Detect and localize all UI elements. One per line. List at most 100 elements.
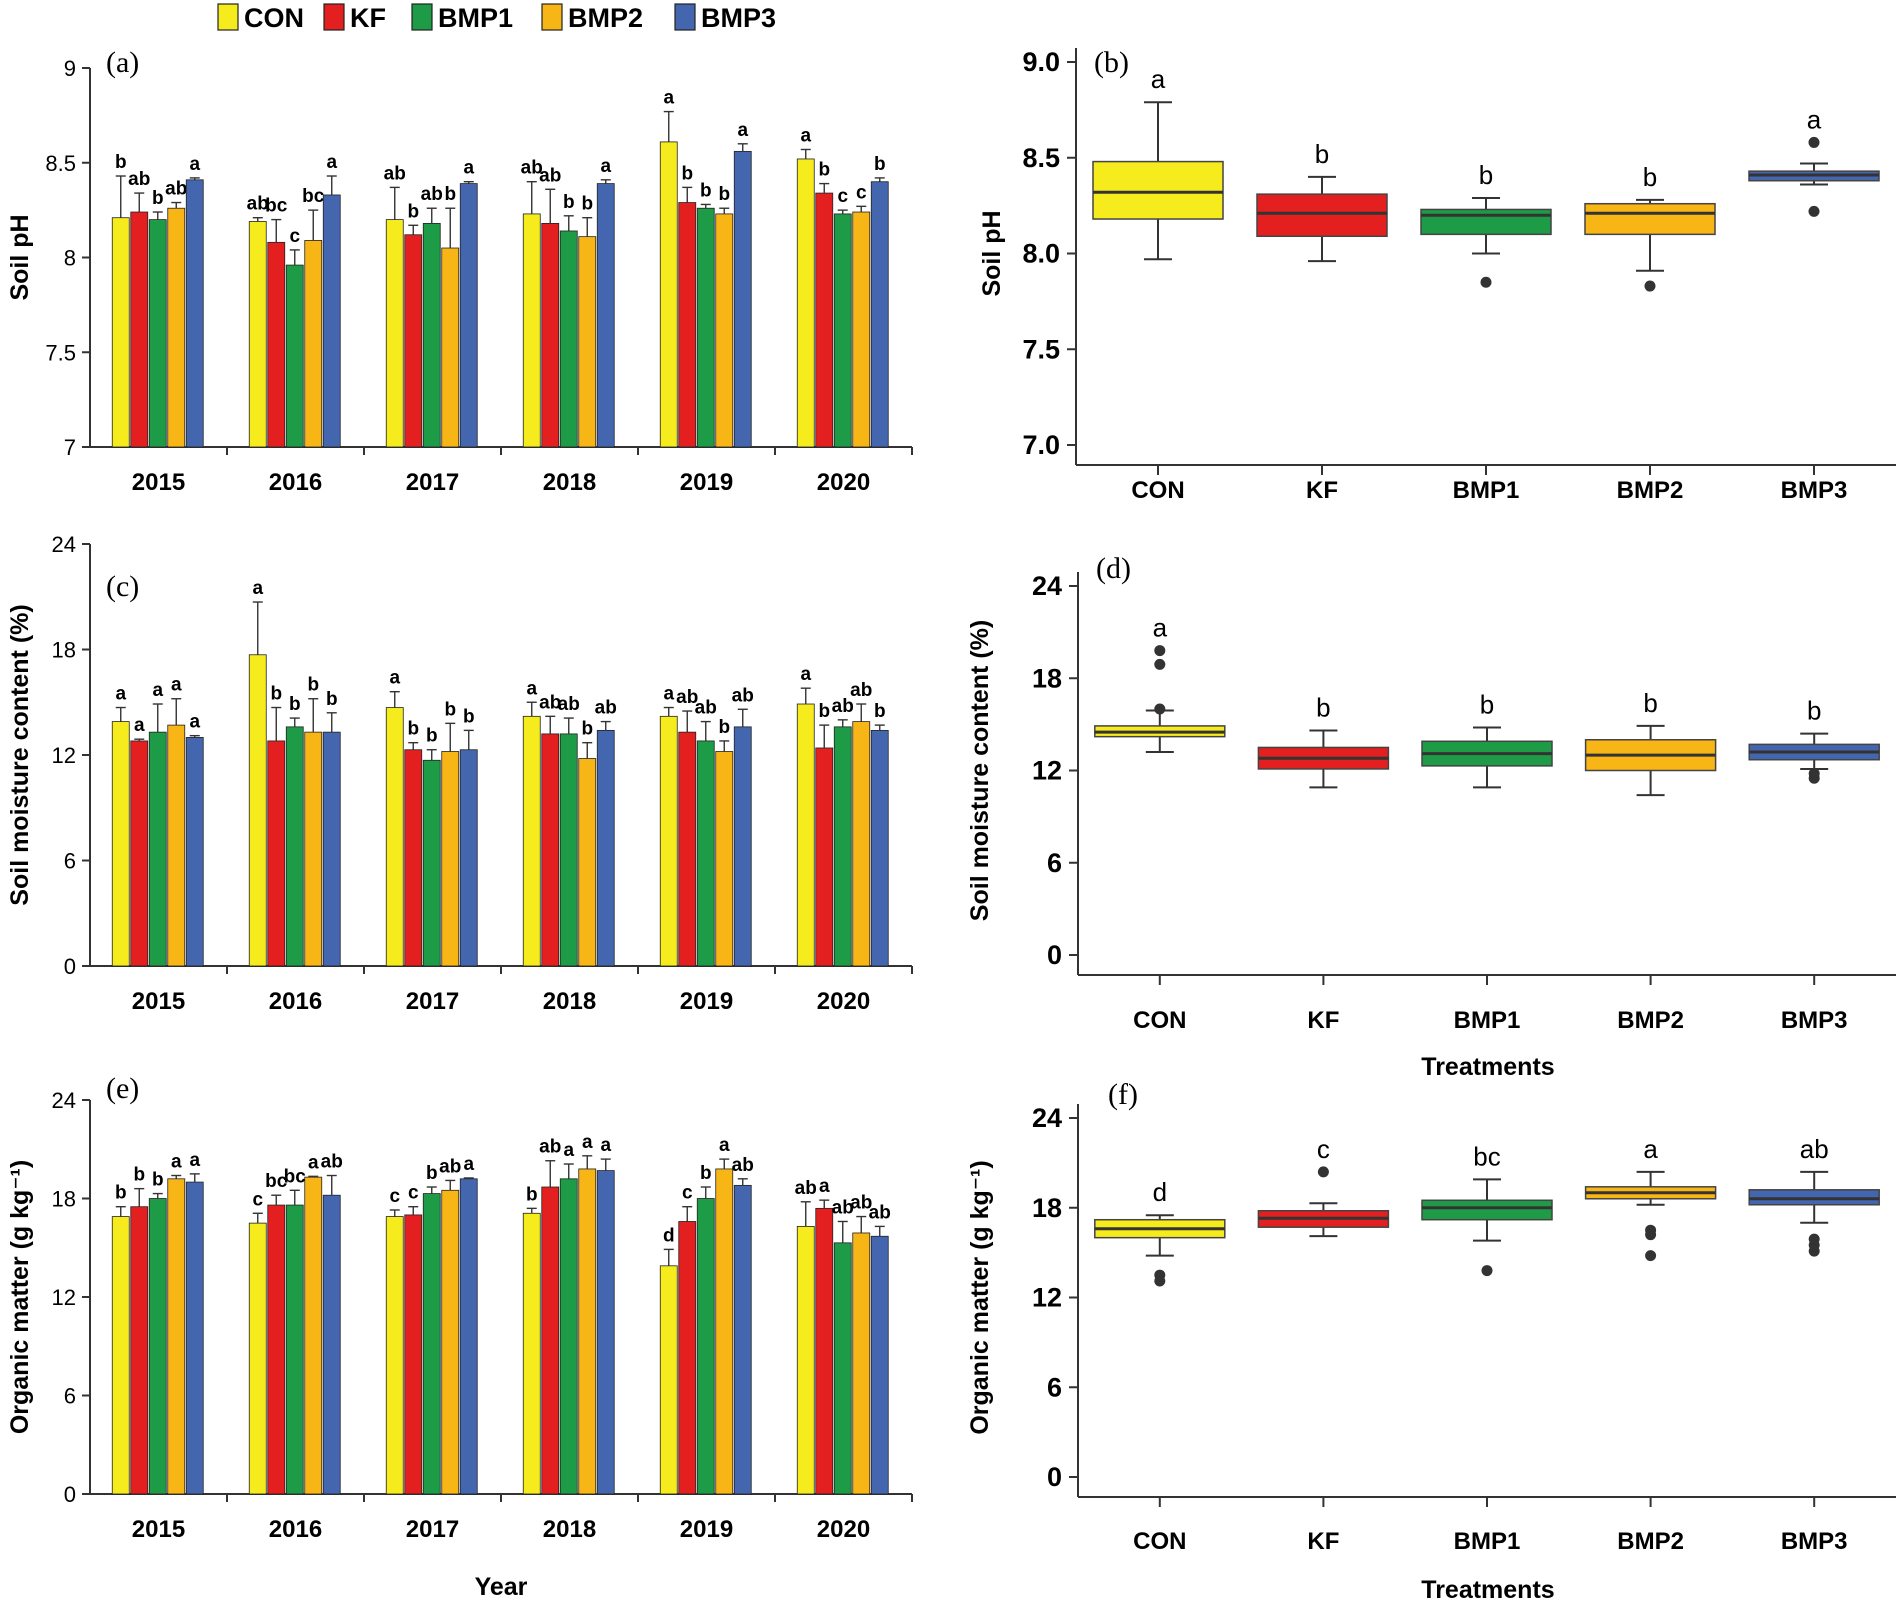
bar-bmp1-2016	[285, 264, 304, 448]
bar-kf-2018	[541, 1186, 560, 1495]
significance-label: a	[463, 158, 474, 179]
significance-label: b	[874, 154, 886, 175]
significance-label: ab	[732, 1155, 754, 1176]
bar-con-2016	[248, 654, 267, 967]
bar-bmp2-2016	[304, 731, 323, 967]
significance-label: b	[133, 1165, 145, 1186]
x-tick-label-2015: 2015	[132, 469, 185, 496]
legend-swatch-con	[217, 3, 239, 31]
outlier-bmp2	[1645, 1224, 1657, 1236]
bar-bmp2-2018	[578, 236, 597, 448]
y-tick-label: 12	[1032, 1283, 1062, 1313]
bar-bmp2-2020	[852, 721, 871, 967]
significance-label: a	[189, 1150, 200, 1171]
bar-con-2015	[111, 721, 130, 967]
y-tick-label: 18	[1032, 1193, 1062, 1223]
x-tick-label-2019: 2019	[680, 469, 733, 496]
x-tick-label-2016: 2016	[269, 1516, 322, 1543]
y-tick-label: 9.0	[1022, 47, 1060, 77]
x-tick-label-2017: 2017	[406, 469, 459, 496]
bar-kf-2015	[130, 1206, 149, 1495]
significance-label-bmp2: a	[1643, 1134, 1658, 1164]
panel-b-label: (b)	[1094, 46, 1129, 79]
x-tick-label-bmp1: BMP1	[1453, 477, 1520, 504]
bar-bmp1-2020	[833, 1242, 852, 1495]
bar-con-2020	[796, 703, 815, 967]
x-tick-label-bmp3: BMP3	[1781, 477, 1848, 504]
y-tick-label: 7.0	[1022, 430, 1060, 460]
x-axis-title: Treatments	[1421, 1576, 1554, 1604]
bar-kf-2016	[267, 740, 286, 967]
x-tick-label-kf: KF	[1306, 477, 1338, 504]
outlier-bmp2	[1644, 280, 1656, 292]
bar-kf-2015	[130, 740, 149, 967]
significance-label: b	[307, 675, 319, 696]
significance-label: ab	[732, 685, 754, 706]
significance-label: bc	[265, 196, 288, 217]
bar-bmp3-2018	[596, 729, 615, 967]
significance-label: a	[252, 578, 263, 599]
bar-bmp3-2020	[870, 181, 889, 448]
significance-label: ab	[869, 1202, 891, 1223]
y-tick-label: 0	[1047, 940, 1062, 970]
bar-kf-2016	[267, 241, 286, 448]
legend-swatch-bmp2	[541, 3, 563, 31]
outlier-kf	[1317, 1166, 1329, 1178]
significance-label-bmp3: a	[1807, 104, 1822, 134]
significance-label: ab	[558, 694, 580, 715]
bar-con-2019	[659, 715, 678, 967]
significance-label: d	[663, 1225, 675, 1246]
x-tick-label-2018: 2018	[543, 988, 596, 1015]
significance-label: a	[819, 1176, 830, 1197]
significance-label-con: a	[1151, 64, 1166, 94]
bar-bmp2-2018	[578, 1168, 597, 1495]
x-axis-title: Treatments	[1421, 1053, 1554, 1081]
x-tick-label-2016: 2016	[269, 988, 322, 1015]
bar-bmp2-2015	[167, 207, 186, 448]
y-tick-label: 0	[64, 1482, 76, 1507]
significance-label: b	[270, 684, 282, 705]
significance-label: a	[308, 1152, 319, 1173]
outlier-con	[1154, 1269, 1166, 1281]
bar-bmp3-2019	[733, 726, 752, 967]
panel-d-label: (d)	[1096, 552, 1131, 585]
significance-label: ab	[421, 184, 443, 205]
bar-bmp2-2017	[441, 1189, 460, 1495]
x-tick-label-2018: 2018	[543, 1516, 596, 1543]
bar-con-2016	[248, 221, 267, 448]
x-tick-label-2019: 2019	[680, 1516, 733, 1543]
y-tick-label: 6	[1047, 848, 1062, 878]
x-tick-label-con: CON	[1131, 477, 1184, 504]
bar-con-2016	[248, 1222, 267, 1495]
y-tick-label: 7.5	[1022, 334, 1060, 364]
x-tick-label-bmp1: BMP1	[1454, 1007, 1521, 1034]
significance-label: ab	[439, 1156, 461, 1177]
y-axis-title: Organic matter (g kg⁻¹)	[6, 1160, 34, 1434]
y-axis-title: Soil pH	[6, 214, 34, 300]
bar-bmp3-2016	[322, 731, 341, 967]
x-tick-label-2020: 2020	[817, 1516, 870, 1543]
bar-bmp3-2017	[459, 183, 478, 448]
box-bmp1	[1420, 208, 1552, 236]
y-tick-label: 24	[1032, 571, 1062, 601]
significance-label: a	[189, 154, 200, 175]
significance-label: ab	[384, 163, 406, 184]
significance-label: ab	[595, 698, 617, 719]
x-tick-label-2017: 2017	[406, 988, 459, 1015]
significance-label: b	[700, 180, 712, 201]
significance-label: b	[818, 701, 830, 722]
bar-bmp1-2017	[422, 759, 441, 967]
bar-kf-2019	[678, 1221, 697, 1495]
significance-label-kf: b	[1315, 139, 1329, 169]
bar-con-2017	[385, 219, 404, 448]
y-tick-label: 9	[64, 56, 76, 81]
bar-bmp1-2019	[696, 207, 715, 448]
significance-label: b	[444, 184, 456, 205]
x-tick-label-2019: 2019	[680, 988, 733, 1015]
legend-label-bmp2: BMP2	[568, 3, 643, 33]
significance-label-bmp2: b	[1643, 688, 1657, 718]
bar-bmp2-2015	[167, 1178, 186, 1495]
significance-label: c	[252, 1189, 263, 1210]
significance-label: a	[189, 712, 200, 733]
bar-bmp3-2018	[596, 183, 615, 448]
